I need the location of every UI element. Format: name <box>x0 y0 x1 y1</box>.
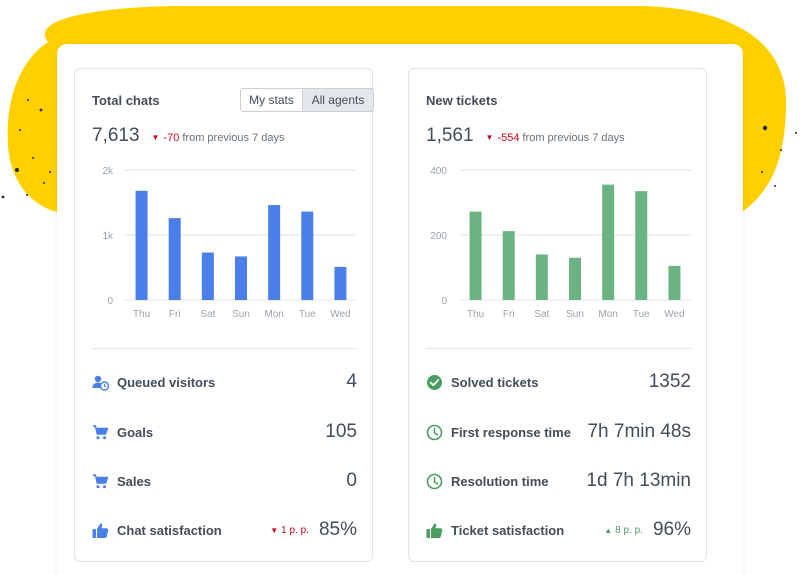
bar-fri[interactable] <box>168 218 181 300</box>
stat-label: Ticket satisfaction <box>451 522 565 538</box>
y-tick-label: 400 <box>430 166 447 177</box>
bar-tue[interactable] <box>301 211 314 300</box>
delta-value: -554 <box>497 132 520 144</box>
stat-value: 4 <box>346 371 357 392</box>
thumbs-up-icon <box>426 522 443 539</box>
stat-value: 1d 7h 13min <box>586 470 691 491</box>
satisfaction-change: ▼ 1 p. p. <box>270 525 309 536</box>
bar-mon[interactable] <box>268 205 281 300</box>
total-chats-card: Total chats My stats All agents 7,613 ▼ … <box>74 68 374 562</box>
cart-icon <box>92 473 109 490</box>
stat-row: Ticket satisfaction ▲ 8 p. p. 96% <box>426 515 691 545</box>
delta-text: from previous 7 days <box>522 132 625 144</box>
stat-label: Sales <box>117 473 151 489</box>
check-circle-icon <box>426 374 443 391</box>
total-summary: 7,613 ▼ -70 from previous 7 days <box>92 125 284 147</box>
stat-label: Goals <box>117 424 154 440</box>
y-tick-label: 0 <box>107 296 113 307</box>
x-tick-label: Fri <box>503 309 515 320</box>
total-value: 7,613 <box>92 125 140 146</box>
delta: ▼ -70 from previous 7 days <box>152 132 285 144</box>
x-tick-label: Sun <box>232 309 250 320</box>
y-tick-label: 2k <box>102 166 114 177</box>
x-tick-label: Thu <box>467 309 484 320</box>
stat-label: Resolution time <box>451 473 549 489</box>
divider <box>426 348 691 349</box>
bar-wed[interactable] <box>334 266 347 300</box>
bar-tue[interactable] <box>635 191 648 300</box>
delta-text: from previous 7 days <box>182 132 285 144</box>
stat-label: First response time <box>451 424 571 440</box>
stat-row: Chat satisfaction ▼ 1 p. p. 85% <box>92 515 357 545</box>
card-title: Total chats <box>92 93 160 108</box>
triangle-down-icon: ▼ <box>485 133 494 142</box>
stat-row: Sales 0 <box>92 466 357 496</box>
x-tick-label: Tue <box>633 309 650 320</box>
bar-sun[interactable] <box>569 257 581 300</box>
stat-label: Solved tickets <box>451 374 539 390</box>
stat-row: Goals 105 <box>92 417 357 447</box>
x-tick-label: Fri <box>169 309 181 320</box>
divider <box>92 348 357 349</box>
x-tick-label: Wed <box>330 309 350 320</box>
clock-icon <box>426 424 443 441</box>
new-tickets-chart: 0 200 400 Thu Fri Sat Sun Mon Tue Wed <box>409 157 708 322</box>
x-tick-label: Wed <box>664 309 684 320</box>
satisfaction-change: ▲ 8 p. p. <box>604 525 643 536</box>
stats-scope-toggle: My stats All agents <box>240 88 374 112</box>
x-tick-label: Sat <box>534 309 549 320</box>
total-value: 1,561 <box>426 125 474 146</box>
bar-sat[interactable] <box>201 252 214 300</box>
x-tick-label: Thu <box>133 309 150 320</box>
x-tick-label: Mon <box>264 309 283 320</box>
bar-sat[interactable] <box>535 254 548 301</box>
stat-row: Solved tickets 1352 <box>426 367 691 397</box>
stat-value: 7h 7min 48s <box>587 421 691 442</box>
change-value: 1 p. p. <box>281 524 309 536</box>
total-chats-chart: 0 1k 2k Thu Fri Sat Sun Mon Tue Wed <box>75 157 374 322</box>
stat-value: 0 <box>346 470 357 491</box>
stat-label: Chat satisfaction <box>117 522 222 538</box>
y-tick-label: 0 <box>441 296 447 307</box>
triangle-down-icon: ▼ <box>270 525 279 535</box>
y-tick-label: 200 <box>430 231 447 242</box>
bar-mon[interactable] <box>602 184 615 300</box>
bar-thu[interactable] <box>135 190 148 300</box>
triangle-down-icon: ▼ <box>151 133 160 142</box>
stat-row: First response time 7h 7min 48s <box>426 417 691 447</box>
bar-chart: 0 1k 2k Thu Fri Sat Sun Mon Tue Wed <box>102 166 357 320</box>
decorative-dots <box>1 99 797 199</box>
bar-thu[interactable] <box>469 211 482 300</box>
all-agents-button[interactable]: All agents <box>303 89 373 111</box>
stat-value: 105 <box>325 421 357 442</box>
stat-row: Queued visitors 4 <box>92 367 357 397</box>
delta-value: -70 <box>163 132 180 144</box>
stat-label: Queued visitors <box>117 374 216 390</box>
bar-sun[interactable] <box>235 256 247 300</box>
y-tick-label: 1k <box>102 231 114 242</box>
queued-visitors-icon <box>92 374 109 391</box>
bar-wed[interactable] <box>668 265 681 300</box>
stat-value: 1352 <box>648 371 691 392</box>
new-tickets-card: New tickets 1,561 ▼ -554 from previous 7… <box>408 68 707 562</box>
clock-icon <box>426 473 443 490</box>
card-title: New tickets <box>426 93 498 108</box>
stat-value: 85% <box>318 519 357 540</box>
triangle-up-icon: ▲ <box>604 525 613 535</box>
x-tick-label: Mon <box>598 309 617 320</box>
thumbs-up-icon <box>92 522 109 539</box>
change-value: 8 p. p. <box>615 524 643 536</box>
total-summary: 1,561 ▼ -554 from previous 7 days <box>426 125 625 147</box>
delta: ▼ -554 from previous 7 days <box>486 132 625 144</box>
my-stats-button[interactable]: My stats <box>241 89 303 111</box>
x-tick-label: Sat <box>200 309 215 320</box>
bar-chart: 0 200 400 Thu Fri Sat Sun Mon Tue Wed <box>430 166 691 320</box>
stat-row: Resolution time 1d 7h 13min <box>426 466 691 496</box>
stat-value: 96% <box>652 519 691 540</box>
cart-icon <box>92 424 109 441</box>
x-tick-label: Sun <box>566 309 584 320</box>
x-tick-label: Tue <box>299 309 316 320</box>
bar-fri[interactable] <box>502 231 515 300</box>
